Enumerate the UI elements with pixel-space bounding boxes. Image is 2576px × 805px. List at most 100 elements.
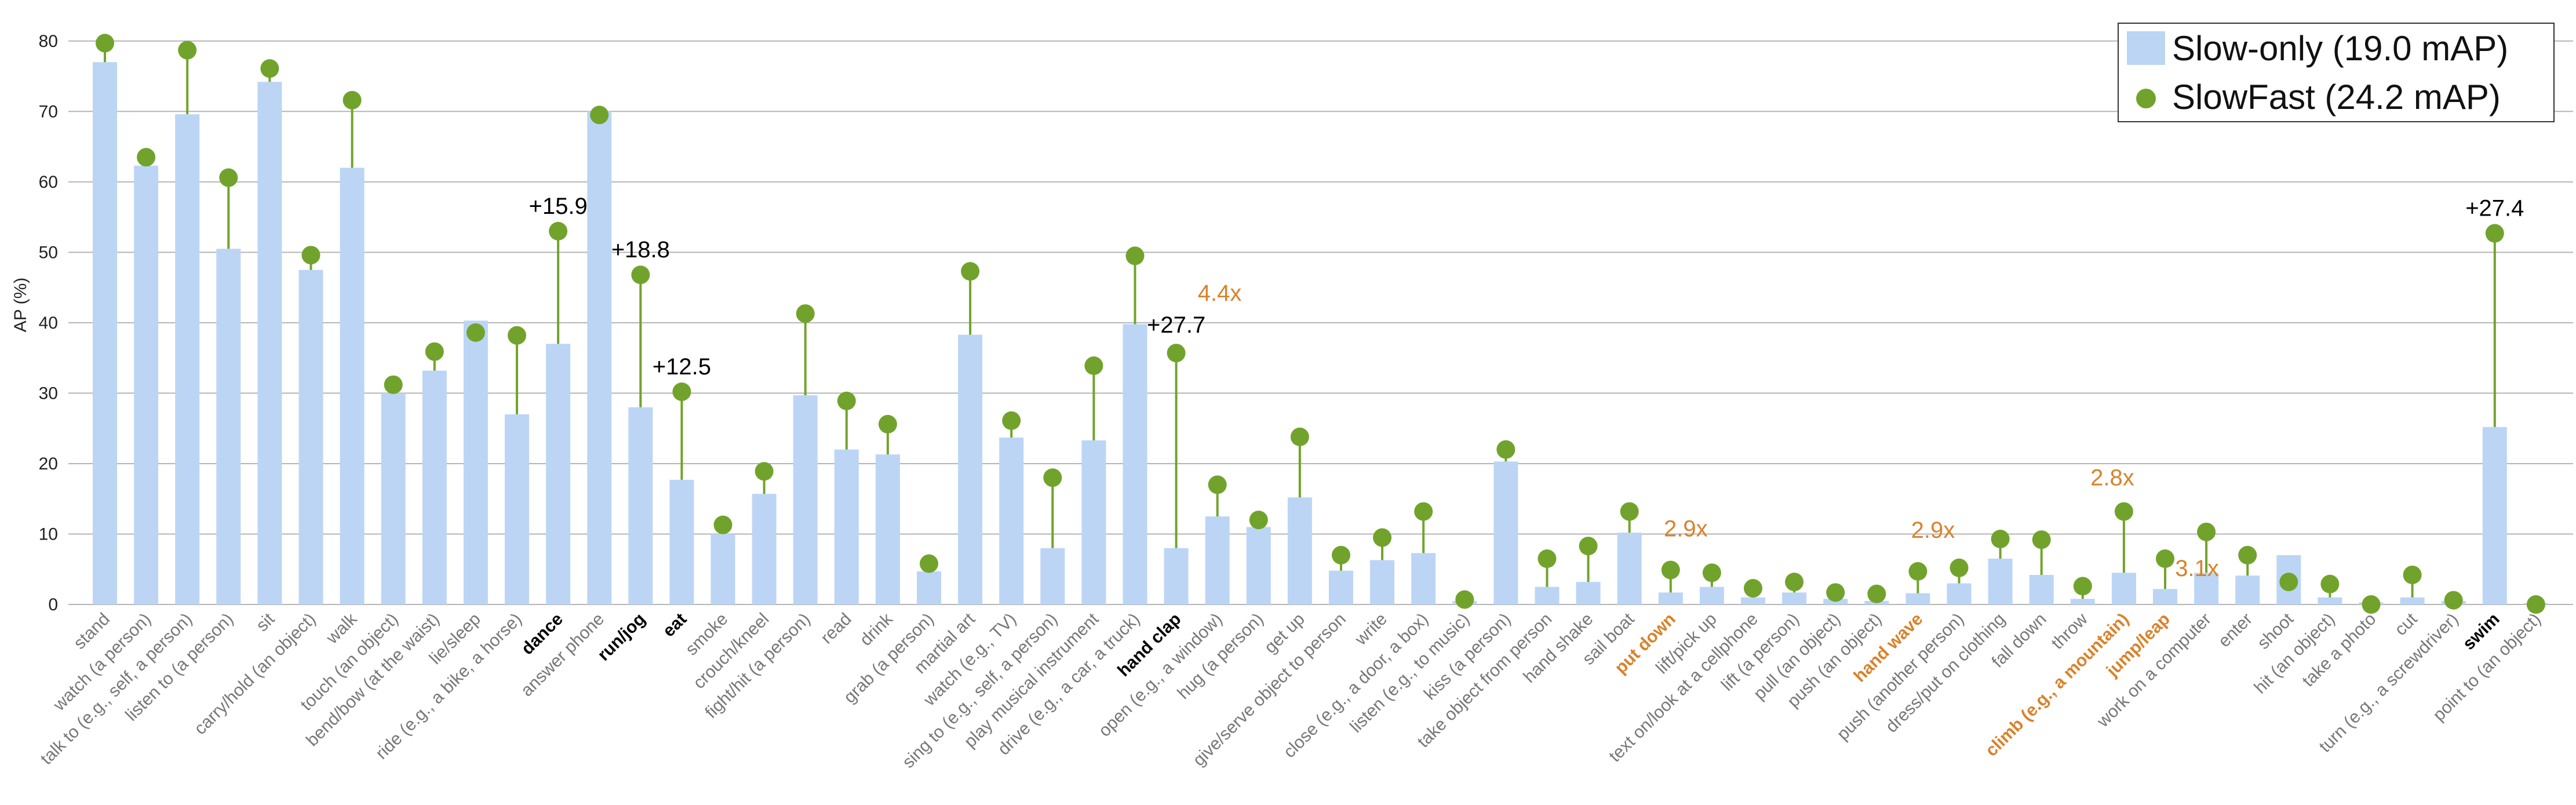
annotation-label: 3.1x bbox=[2175, 556, 2219, 581]
slow-only-bar bbox=[381, 393, 406, 604]
slow-only-bar bbox=[1411, 553, 1436, 604]
slowfast-dot bbox=[219, 168, 238, 187]
slow-only-bar bbox=[175, 114, 200, 605]
slowfast-dot bbox=[384, 375, 403, 394]
legend-label-slowfast: SlowFast (24.2 mAP) bbox=[2172, 78, 2501, 116]
annotation-label: +27.7 bbox=[1147, 312, 1205, 338]
slowfast-dot bbox=[466, 323, 485, 342]
slowfast-dot bbox=[1950, 558, 1969, 577]
annotation-label: 2.9x bbox=[1911, 518, 1955, 543]
slowfast-dot bbox=[137, 148, 156, 167]
slow-only-bar bbox=[1699, 587, 1724, 604]
slow-only-bar bbox=[340, 167, 365, 604]
slow-only-bar bbox=[711, 534, 735, 604]
slow-only-bar bbox=[2029, 574, 2054, 604]
annotations: +15.9 +18.8 +12.5 +27.7 4.4x 2.9x 2.9x 2.8x 3.1x… bbox=[529, 194, 2524, 581]
slow-only-bar bbox=[2070, 599, 2095, 604]
slowfast-dot bbox=[549, 221, 568, 241]
slowfast-dot bbox=[961, 262, 980, 281]
slowfast-dot bbox=[1332, 545, 1350, 564]
slowfast-dot bbox=[713, 515, 733, 534]
slowfast-dot bbox=[96, 34, 114, 53]
x-category-label: sit bbox=[253, 609, 279, 635]
slowfast-dot bbox=[796, 304, 815, 323]
slowfast-dot bbox=[301, 246, 320, 265]
slowfast-dot bbox=[1620, 502, 1639, 521]
slowfast-dot bbox=[2403, 565, 2422, 584]
slow-only-bar bbox=[1741, 597, 1765, 604]
y-tick-label: 70 bbox=[39, 102, 58, 121]
slowfast-dots bbox=[96, 34, 2545, 614]
slowfast-dot bbox=[1125, 246, 1145, 265]
y-tick-label: 50 bbox=[39, 243, 58, 262]
slowfast-dot bbox=[2032, 530, 2051, 549]
slow-only-bar bbox=[2482, 427, 2507, 604]
annotation-label: +12.5 bbox=[653, 354, 711, 380]
y-tick-label: 80 bbox=[39, 32, 58, 51]
x-category-label: eat bbox=[659, 610, 690, 641]
slow-only-bars bbox=[93, 62, 2548, 605]
slowfast-dot bbox=[260, 59, 279, 78]
slowfast-dot bbox=[1537, 549, 1557, 569]
slowfast-dot bbox=[837, 391, 856, 410]
slow-only-bar bbox=[422, 370, 447, 604]
slowfast-dot bbox=[1167, 344, 1186, 363]
slowfast-dot bbox=[755, 462, 774, 481]
y-tick-label: 10 bbox=[39, 524, 58, 544]
slow-only-bar bbox=[917, 571, 941, 604]
slowfast-dot bbox=[1290, 427, 1309, 446]
slowfast-dot bbox=[1249, 511, 1268, 530]
slow-only-bar bbox=[958, 334, 983, 604]
slow-only-bar bbox=[1905, 593, 1930, 604]
slowfast-dot bbox=[178, 41, 197, 60]
slowfast-dot bbox=[2197, 522, 2216, 541]
slow-only-bar bbox=[1617, 533, 1642, 604]
slowfast-dot bbox=[1084, 356, 1103, 376]
slowfast-dot bbox=[2073, 577, 2092, 596]
slow-only-bar bbox=[1164, 548, 1189, 604]
slow-only-bar bbox=[669, 479, 694, 604]
slow-only-bar bbox=[257, 82, 282, 604]
legend: Slow-only (19.0 mAP) SlowFast (24.2 mAP) bbox=[2118, 23, 2555, 122]
slow-only-bar bbox=[1123, 324, 1147, 604]
slow-only-bar bbox=[1081, 440, 1106, 604]
slowfast-dot bbox=[1785, 573, 1804, 592]
slow-only-bar bbox=[1370, 560, 1395, 604]
slowfast-dot bbox=[1002, 411, 1021, 430]
slowfast-dot bbox=[2362, 595, 2381, 614]
annotation-label: 2.9x bbox=[1664, 516, 1708, 541]
slow-only-bar bbox=[1205, 516, 1230, 604]
y-tick-label: 40 bbox=[39, 314, 58, 333]
slowfast-dot bbox=[2485, 224, 2504, 243]
slow-only-bar bbox=[1658, 592, 1683, 604]
slow-only-bar bbox=[793, 395, 818, 604]
slowfast-dot bbox=[1991, 529, 2010, 548]
slowfast-dot bbox=[920, 554, 938, 573]
slow-only-bar bbox=[752, 494, 777, 604]
slow-only-bar bbox=[134, 165, 159, 604]
slowfast-dot bbox=[590, 105, 609, 125]
annotation-label: 4.4x bbox=[1198, 281, 1242, 306]
legend-label-slow-only: Slow-only (19.0 mAP) bbox=[2172, 29, 2508, 68]
slowfast-dot bbox=[1661, 560, 1680, 580]
slowfast-dot bbox=[1826, 583, 1845, 602]
x-category-label: talk to (e.g., self, a person) bbox=[37, 610, 196, 768]
slow-only-bar bbox=[999, 437, 1024, 604]
slowfast-dot bbox=[1744, 579, 1762, 598]
slowfast-dot bbox=[2156, 549, 2174, 569]
slow-only-bar bbox=[587, 111, 612, 604]
y-tick-label: 20 bbox=[39, 454, 58, 473]
slow-only-bar bbox=[1329, 570, 1353, 604]
slow-only-bar bbox=[1782, 592, 1807, 604]
slow-only-bar bbox=[2153, 589, 2177, 604]
y-tick-label: 60 bbox=[39, 173, 58, 192]
slow-only-bar bbox=[2235, 575, 2260, 604]
slowfast-dot bbox=[878, 414, 897, 434]
slowfast-dot bbox=[631, 265, 650, 285]
slow-only-bar bbox=[1246, 527, 1271, 604]
slowfast-dot bbox=[1414, 502, 1433, 521]
y-axis-ticks: 0 10 20 30 40 50 60 70 80 bbox=[39, 32, 58, 614]
slowfast-dot bbox=[2526, 595, 2545, 614]
slow-only-bar bbox=[1535, 587, 1560, 604]
